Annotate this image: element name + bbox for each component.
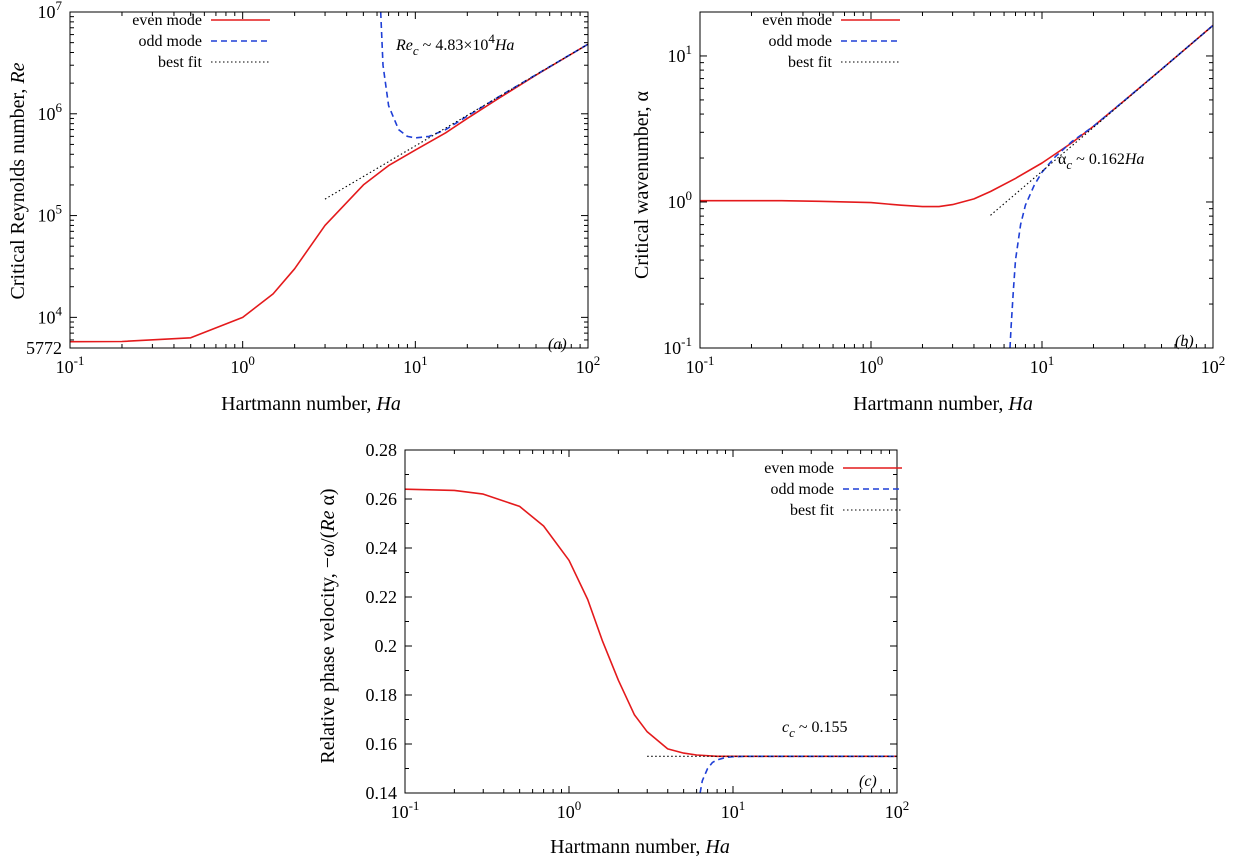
y-tick-label-b: 101 (668, 42, 693, 66)
y-axis-label-b: Critical wavenumber, α (631, 91, 653, 279)
series-line-even-b (700, 25, 1213, 206)
x-tick-label-a: 100 (230, 353, 255, 377)
legend-label-fit-a: best fit (158, 54, 203, 71)
panel-c: 10-1 100 101 1020.140.160.180.20.220.240.26… (317, 440, 909, 858)
x-tick-label-b: 100 (859, 353, 884, 377)
x-tick-label-c: 101 (721, 798, 746, 822)
series-line-odd-a (381, 12, 588, 138)
y-tick-label-c: 0.24 (366, 538, 398, 558)
fit-annotation-c: cc ~ 0.155 (782, 719, 848, 740)
legend-label-even-c: even mode (764, 460, 834, 477)
x-tick-label-a: 102 (576, 353, 601, 377)
plot-frame-b (700, 12, 1213, 348)
x-axis-label-b: Hartmann number, Ha (853, 393, 1033, 415)
panel-tag-c: (c) (859, 773, 877, 790)
fit-annotation-a: Rec ~ 4.83×104Ha (395, 31, 514, 58)
x-tick-label-b: 102 (1201, 353, 1226, 377)
x-tick-label-c: 100 (557, 798, 582, 822)
plot-frame-a (70, 12, 588, 348)
y-tick-label-a: 106 (38, 100, 63, 124)
y-tick-label-b: 100 (668, 188, 693, 212)
y-tick-label-a: 105 (38, 202, 63, 226)
legend-label-fit-b: best fit (788, 54, 833, 71)
y-tick-label-a: 107 (38, 0, 63, 22)
y-tick-label-c: 0.18 (366, 685, 398, 705)
panel-tag-b: (b) (1175, 333, 1194, 350)
series-line-even-a (70, 44, 588, 342)
x-tick-label-b: 101 (1030, 353, 1055, 377)
panel-tag-a: (a) (548, 336, 567, 353)
fit-annotation-b: αc ~ 0.162Ha (1058, 151, 1144, 172)
legend-label-odd-a: odd mode (138, 33, 202, 50)
x-tick-label-c: 102 (885, 798, 910, 822)
y-tick-label-c: 0.2 (375, 636, 398, 656)
x-axis-label-a: Hartmann number, Ha (221, 393, 401, 415)
panel-b: 10-1 100 101 102 10-1 100 101 even mode odd mod… (631, 12, 1225, 415)
legend-label-even-a: even mode (132, 12, 202, 29)
x-tick-label-b: 10-1 (686, 353, 715, 377)
series-line-odd-b (1010, 25, 1213, 348)
legend-label-fit-c: best fit (790, 502, 835, 519)
x-axis-label-c: Hartmann number, Ha (550, 836, 730, 858)
y-tick-label-c: 0.22 (366, 587, 398, 607)
y-tick-label-c: 0.14 (366, 783, 398, 803)
y-axis-label-c: Relative phase velocity, −ω/(Re α) (317, 488, 339, 763)
y-axis-label-a: Critical Reynolds number, Re (7, 62, 29, 299)
y-tick-label-c: 0.16 (366, 734, 398, 754)
y-tick-label-c: 0.26 (366, 489, 398, 509)
series-line-even-c (405, 489, 897, 756)
y-tick-label-extra-a: 5772 (26, 338, 62, 358)
y-tick-label-a: 104 (38, 303, 63, 327)
legend-label-odd-c: odd mode (770, 481, 834, 498)
legend-label-even-b: even mode (762, 12, 832, 29)
y-tick-label-b: 10-1 (663, 334, 692, 358)
legend-label-odd-b: odd mode (768, 33, 832, 50)
y-tick-label-c: 0.28 (366, 440, 398, 460)
x-tick-label-a: 101 (403, 353, 428, 377)
